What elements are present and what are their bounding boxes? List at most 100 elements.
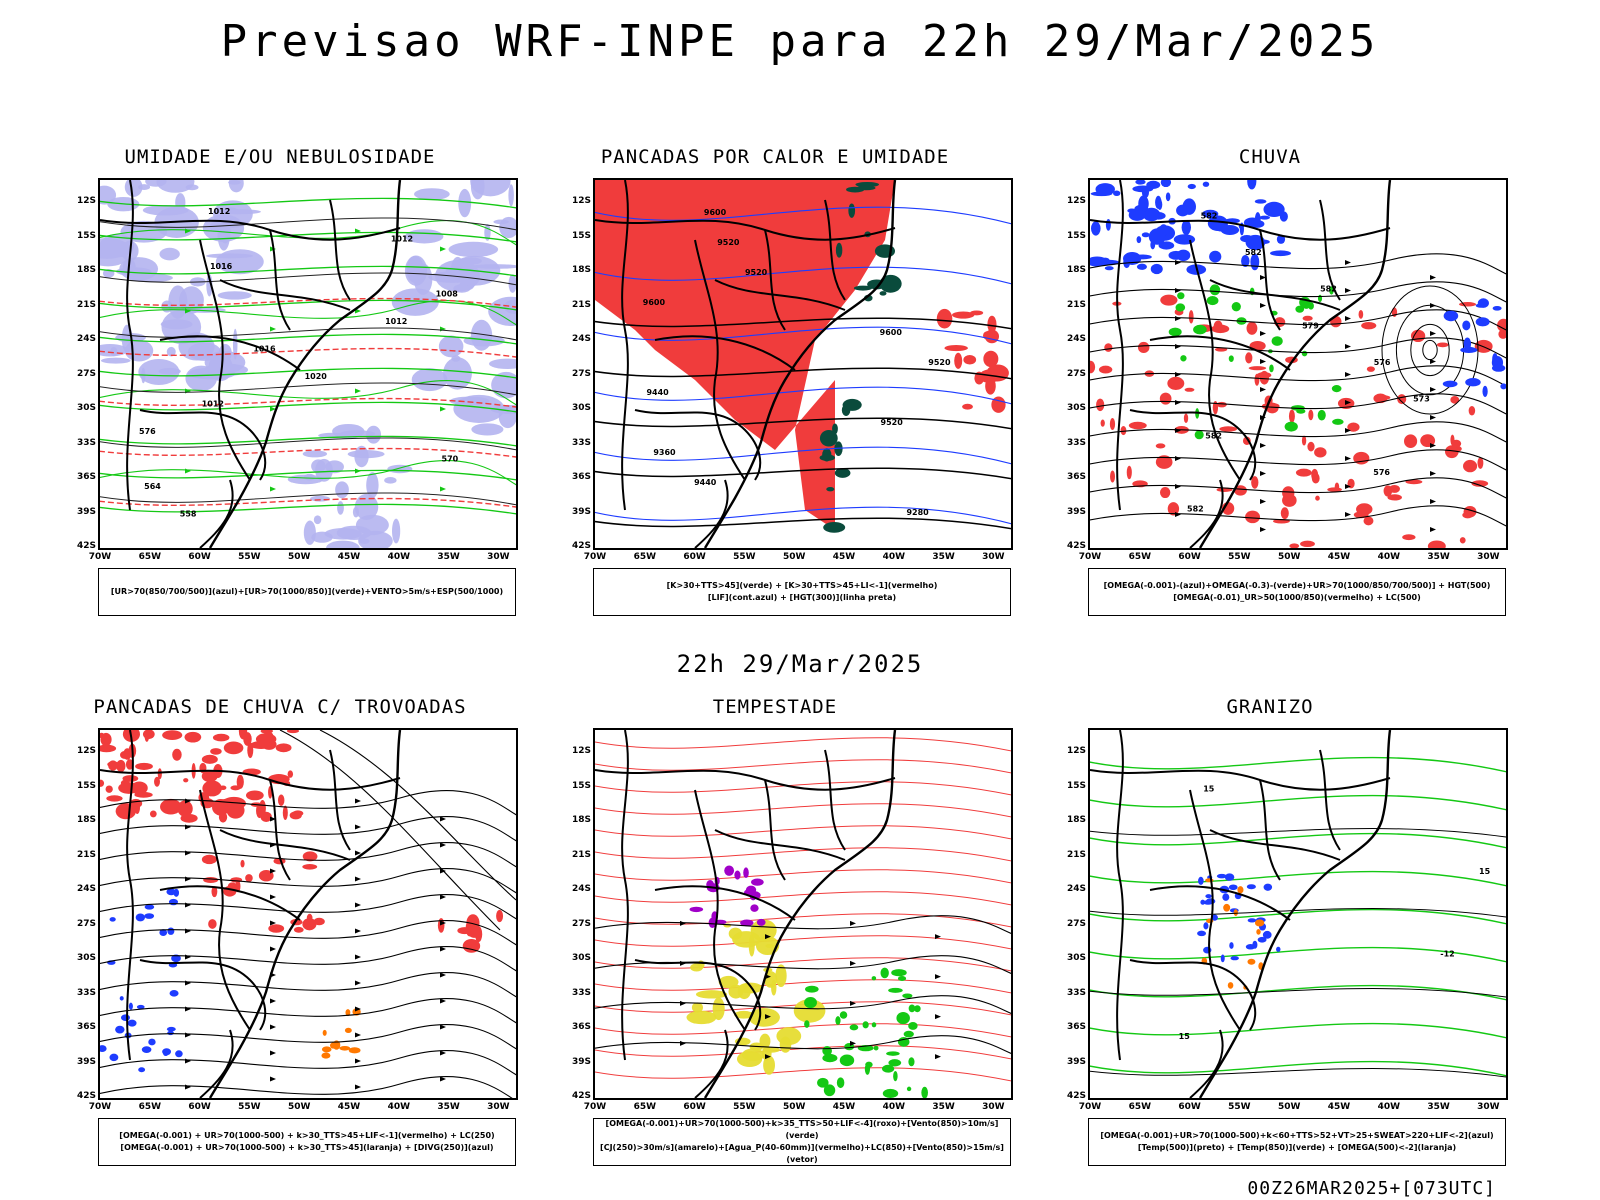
field-blob <box>897 976 907 981</box>
lat-tick-label: 21S <box>1066 299 1086 310</box>
field-blob <box>245 790 264 801</box>
contour-line <box>100 447 516 458</box>
contour-value-label: 1012 <box>202 399 224 408</box>
lon-tick-label: 45W <box>337 552 361 562</box>
field-blob <box>302 864 318 870</box>
field-blob <box>1219 426 1238 432</box>
field-blob <box>366 425 382 444</box>
field-blob <box>1209 284 1221 296</box>
stream-arrow <box>1430 359 1436 364</box>
field-blob <box>1257 239 1270 245</box>
field-blob <box>268 924 285 933</box>
legend-line: [Temp(500)](preto) + [Temp(850)](verde) … <box>1137 1143 1457 1152</box>
field-blob <box>1254 919 1265 927</box>
field-blob <box>1090 360 1096 374</box>
contour-line <box>159 885 301 921</box>
field-blob <box>282 805 288 821</box>
field-blob <box>109 917 116 922</box>
contour-line <box>139 409 267 481</box>
lat-tick-label: 39S <box>76 1056 96 1067</box>
field-blob <box>763 1055 775 1075</box>
field-blob <box>751 878 764 886</box>
field-blob <box>1363 516 1374 526</box>
stream-arrow <box>355 954 361 960</box>
field-blob <box>936 308 953 329</box>
stream-arrow <box>935 1014 941 1020</box>
stream-arrow <box>185 876 191 882</box>
field-blob <box>172 748 182 761</box>
field-blob <box>166 1026 176 1032</box>
field-blob <box>302 851 318 862</box>
stream-arrow <box>185 228 191 234</box>
contour-line <box>199 789 251 1031</box>
stream-arrow <box>1260 359 1266 364</box>
field-blob <box>366 472 379 499</box>
lat-tick-label: 30S <box>571 953 591 963</box>
contour-line <box>1189 239 1241 481</box>
contour-line <box>1090 393 1506 415</box>
stream-arrow <box>185 1032 191 1038</box>
field-blob <box>1104 343 1113 352</box>
field-blob <box>171 954 181 963</box>
field-blob <box>173 888 180 897</box>
field-blob <box>819 429 838 447</box>
lon-tick-label: 70W <box>583 552 607 562</box>
field-blob <box>1133 254 1152 260</box>
lon-tick-label: 40W <box>882 1102 906 1112</box>
field-blob <box>1361 321 1377 330</box>
field-blob <box>855 181 880 188</box>
field-blob <box>1460 346 1478 354</box>
field-blob <box>154 776 160 787</box>
field-blob <box>1246 321 1258 335</box>
contour-line <box>279 730 501 931</box>
stream-arrow <box>1260 527 1266 532</box>
field-blob <box>921 1086 928 1098</box>
field-blob <box>1155 443 1166 449</box>
contour-line <box>208 180 402 548</box>
field-blob <box>1181 219 1191 235</box>
field-blob <box>691 1002 703 1013</box>
lon-tick-label: 30W <box>487 1102 510 1112</box>
stream-arrow <box>270 816 276 822</box>
field-blob <box>908 1057 915 1067</box>
field-blob <box>963 355 977 365</box>
field-blob <box>162 1048 172 1056</box>
lat-tick-label: 33S <box>76 987 96 998</box>
contour-line <box>139 959 267 1031</box>
field-blob <box>347 450 385 459</box>
lat-tick-label: 27S <box>1066 368 1086 379</box>
field-blob <box>882 1088 899 1098</box>
field-blob <box>175 1050 183 1058</box>
field-blob <box>1205 894 1212 899</box>
field-blob <box>311 531 333 543</box>
contour-value-label: 9440 <box>646 388 669 397</box>
lat-tick-label: 21S <box>76 849 96 860</box>
field-blob <box>1284 421 1298 432</box>
stream-arrow <box>1345 428 1351 433</box>
contour-line <box>269 779 291 881</box>
legend-line: [K>30+TTS>45](verde) + [K>30+TTS>45+LI<-… <box>666 581 938 590</box>
legend-line: [OMEGA(-0.001)+UR>70(1000-500)+k>35_TTS>… <box>605 1119 999 1140</box>
field-blob <box>1450 434 1455 446</box>
contour-line <box>595 825 1011 840</box>
field-blob <box>1227 982 1234 989</box>
field-blob <box>100 247 128 267</box>
field-blob <box>144 904 155 910</box>
contour-line <box>595 935 1011 950</box>
field-blob <box>411 368 448 392</box>
field-blob <box>1246 884 1256 890</box>
field-blob <box>1160 294 1178 306</box>
field-blob <box>1095 183 1115 196</box>
field-blob <box>1213 320 1223 332</box>
field-blob <box>888 1059 902 1067</box>
contour-line <box>1198 730 1392 1098</box>
field-blob <box>1234 485 1247 496</box>
contour-line <box>100 1076 513 1098</box>
legend-line: [OMEGA(-0.001)-(azul)+OMEGA(-0.3)-(verde… <box>1103 581 1491 590</box>
field-blob <box>223 741 244 755</box>
field-blob <box>1410 329 1426 343</box>
field-blob <box>1198 876 1204 885</box>
lat-tick-label: 36S <box>571 472 591 482</box>
field-blob <box>211 886 218 898</box>
contour-line <box>100 998 516 1024</box>
